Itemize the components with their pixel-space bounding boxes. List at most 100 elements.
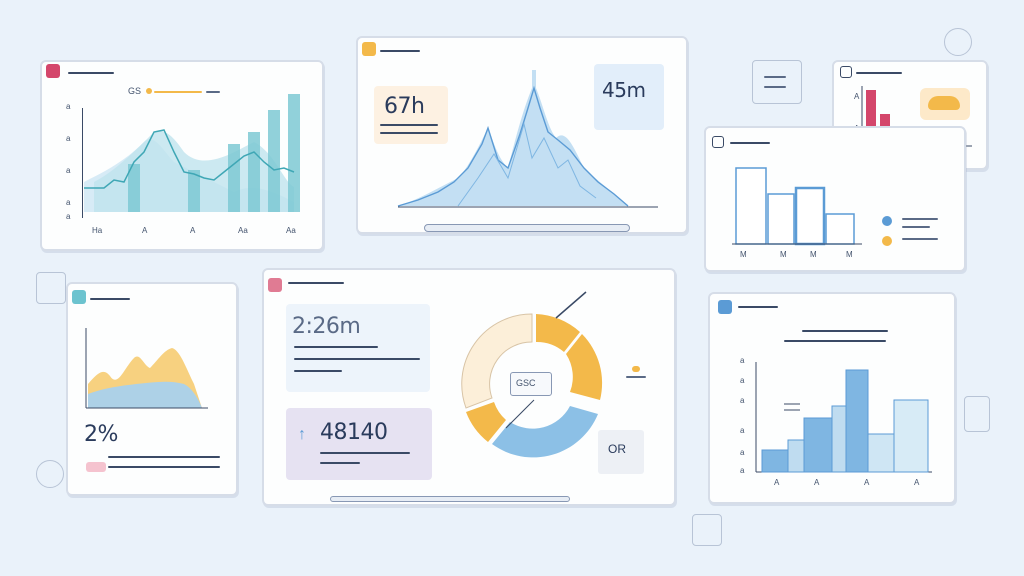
y-tick: a [740, 448, 745, 457]
doodle-folder-icon [36, 272, 66, 304]
stat-line [108, 466, 220, 468]
y-tick: a [66, 198, 71, 207]
y-axis [82, 108, 83, 218]
stat-line [380, 132, 438, 134]
donut-segment-blue [492, 406, 598, 458]
blue-tag-icon [718, 300, 732, 314]
y-tick: a [66, 102, 71, 111]
legend-line [154, 91, 202, 93]
panel-icon [712, 136, 724, 148]
stat-line [320, 452, 410, 454]
cloud-icon [928, 96, 960, 110]
donut-center-box [510, 372, 552, 396]
legend-dot-yellow [882, 236, 892, 246]
x-tick: A [864, 478, 870, 487]
stat-box-left [374, 86, 448, 144]
bar [845, 369, 869, 473]
y-tick: a [740, 356, 745, 365]
bar [825, 213, 855, 245]
area-stat-value: 2% [84, 422, 118, 447]
donut-pointer [555, 291, 587, 319]
x-tick: M [846, 250, 853, 259]
bar [866, 90, 876, 146]
bar [794, 186, 826, 246]
stat-box-top [286, 304, 430, 392]
legend-line [206, 91, 220, 93]
orange-dot [632, 366, 640, 372]
y-tick: a [66, 212, 71, 221]
line-bar-chart [84, 94, 300, 212]
panel-title-line [288, 282, 344, 284]
panel-title-line [68, 72, 114, 74]
scrollbar[interactable] [330, 496, 570, 502]
y-tick: a [740, 376, 745, 385]
stat-left-value: 67h [384, 94, 425, 119]
donut-chart [461, 291, 603, 458]
donut-center-label: GSC [516, 378, 536, 388]
bar [867, 433, 895, 473]
badge-text: GS [128, 86, 142, 96]
right-bar-chart [755, 362, 932, 473]
panel-title-line [738, 306, 778, 308]
stat-box-right [594, 64, 664, 130]
side-label-box [598, 430, 644, 474]
legend-dot-blue [882, 216, 892, 226]
red-tag-icon [268, 278, 282, 292]
panel-title-line [380, 50, 420, 52]
legend-line [902, 218, 938, 220]
stat-right-value: 45m [602, 78, 646, 102]
area-blue [88, 381, 202, 408]
mountain-chart [397, 70, 658, 208]
x-tick: A [914, 478, 920, 487]
stat-line [108, 456, 220, 458]
mountain-line [397, 85, 629, 207]
legend-line [902, 238, 938, 240]
right-bar-panel: a a a a a a A A A A [708, 292, 956, 504]
blue-bar-chart [732, 167, 862, 246]
donut-pointer [505, 399, 535, 429]
x-tick: Ha [92, 226, 103, 235]
donut-segment-beige [461, 313, 533, 409]
doodle-doc-icon [964, 396, 990, 432]
x-tick: Aa [286, 226, 296, 235]
doodle-document-icon [752, 60, 802, 104]
scrollbar[interactable] [424, 224, 630, 232]
doodle-bag-icon [692, 514, 722, 546]
panel-title-line [90, 298, 130, 300]
doodle-line [764, 76, 786, 78]
chart-title-line [802, 330, 888, 332]
bar [893, 399, 929, 473]
bar [831, 405, 847, 473]
x-tick: M [780, 250, 787, 259]
y-tick: a [740, 466, 745, 475]
doodle-circle [36, 460, 64, 488]
x-tick: A [190, 226, 196, 235]
doodle-line [764, 86, 786, 88]
y-tick: a [66, 166, 71, 175]
x-tick: A [774, 478, 780, 487]
mountain-line-2 [457, 122, 597, 207]
y-tick: a [740, 426, 745, 435]
side-label: OR [608, 442, 626, 456]
orange-dot [146, 88, 152, 94]
bar [735, 167, 767, 245]
teal-tag-icon [72, 290, 86, 304]
bar [248, 132, 260, 212]
bar [787, 439, 805, 473]
bar [761, 449, 789, 473]
pink-chip [86, 462, 106, 472]
bar [188, 170, 200, 212]
area-chart [85, 328, 208, 409]
bar [288, 94, 300, 212]
mountain-chart-panel: 67h 45m [356, 36, 688, 234]
x-tick: A [814, 478, 820, 487]
up-arrow-icon: ↑ [298, 426, 306, 443]
stat-box-bottom [286, 408, 432, 480]
y-tick: a [740, 396, 745, 405]
panel-title-line [730, 142, 770, 144]
y-tick: A [854, 92, 860, 101]
chart-title-line [784, 340, 886, 342]
y-tick: a [66, 134, 71, 143]
bar [268, 110, 280, 212]
blue-bar-panel: M M M M [704, 126, 966, 272]
